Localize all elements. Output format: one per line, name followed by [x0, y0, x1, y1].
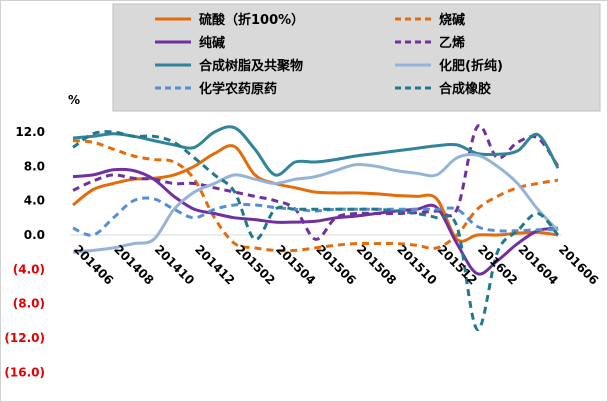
- series-line-5: [72, 152, 560, 254]
- series-group: [72, 124, 560, 331]
- legend-label: 化学农药原药: [199, 81, 277, 97]
- legend-label: 纯碱: [199, 35, 225, 51]
- x-tick-label: 201512: [435, 242, 480, 287]
- legend-label: 硫酸（折100%）: [199, 12, 304, 28]
- x-tick-label: 201508: [354, 242, 399, 287]
- y-unit-label: %: [68, 93, 80, 107]
- y-tick-label: (4.0): [13, 262, 45, 276]
- x-tick-label: 201412: [192, 242, 237, 287]
- legend-label: 合成橡胶: [439, 81, 491, 97]
- legend-background: [112, 3, 601, 112]
- series-line-7: [72, 130, 560, 331]
- legend-label: 烧碱: [439, 12, 465, 28]
- x-tick-label: 201506: [313, 242, 358, 287]
- y-tick-label: (8.0): [13, 297, 45, 311]
- x-tick-label: 201604: [515, 242, 560, 287]
- x-tick-label: 201606: [556, 242, 601, 287]
- y-tick-label: (12.0): [4, 331, 45, 345]
- legend-label: 合成树脂及共聚物: [199, 58, 303, 74]
- y-tick-label: 12.0: [15, 125, 45, 139]
- y-tick-label: 4.0: [24, 194, 45, 208]
- x-tick-label: 201408: [111, 242, 156, 287]
- x-tick-label: 201410: [152, 242, 197, 287]
- y-tick-label: (16.0): [4, 365, 45, 379]
- series-line-6: [72, 196, 559, 237]
- y-tick-label: 8.0: [24, 159, 45, 173]
- series-line-4: [72, 125, 560, 177]
- x-axis: 2014062014082014102014122015022015042015…: [71, 242, 601, 287]
- x-tick-label: 201510: [394, 242, 439, 287]
- series-line-1: [72, 139, 559, 253]
- series-line-3: [72, 124, 560, 241]
- y-tick-label: 0.0: [24, 228, 45, 242]
- legend-label: 乙烯: [439, 35, 465, 51]
- y-axis: 12.0 8.0 4.0 0.0 (4.0) (8.0) (12.0) (16.0)%: [4, 93, 80, 379]
- legend-label: 化肥(折纯): [439, 58, 503, 74]
